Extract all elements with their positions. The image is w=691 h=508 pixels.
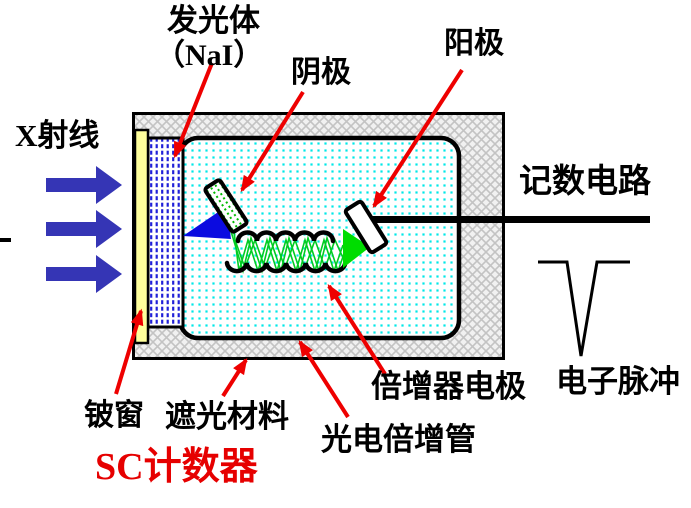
cathode-plate [203, 178, 249, 234]
multiplier-electrode-pointer [327, 283, 387, 376]
pulse-waveform [538, 260, 630, 357]
cathode-pointer [240, 90, 305, 193]
scintillator-pointer [173, 62, 214, 159]
anode-label: 阳极 [444, 27, 504, 60]
red-pointers [114, 62, 464, 419]
xray-arrow-3 [46, 255, 122, 293]
beryllium-window-pointer [114, 308, 144, 395]
beryllium-window-strip [133, 128, 150, 345]
electron-beam-triangle [343, 229, 370, 268]
beryllium-window-label: 铍窗 [84, 399, 144, 432]
photomultiplier-label: 光电倍增管 [321, 422, 476, 457]
nai-crystal-strip [146, 136, 185, 329]
xray-arrow-2 [46, 210, 122, 248]
light-shield-pointer [221, 357, 248, 398]
diagram-title-cjk: 计数器 [143, 446, 258, 488]
electron-pulse-label: 电子脉冲 [556, 364, 680, 399]
xray-label: X射线 [15, 118, 100, 153]
xray-arrow-1 [46, 166, 122, 204]
counting-circuit-label: 记数电路 [519, 162, 651, 199]
diagram-title: SC计数器 [95, 446, 258, 488]
light-shield-label: 遮光材料 [165, 399, 289, 434]
cathode-label: 阴极 [291, 56, 351, 89]
photomultiplier-pointer [298, 339, 350, 419]
scintillator-label: 发光体 [167, 3, 260, 38]
dynode-arcs-bottom [224, 260, 348, 274]
anode-plate [343, 199, 389, 255]
edge-tick [0, 238, 11, 242]
dynode-arcs-top [235, 230, 336, 244]
anode-pointer [372, 68, 464, 209]
diagram-title-latin: SC [95, 446, 144, 488]
scintillator-material-label: （NaI） [155, 39, 264, 72]
xray-label-prefix: X [15, 118, 38, 153]
xray-label-suffix: 射线 [37, 118, 100, 153]
multiplier-electrode-label: 倍增器电极 [371, 369, 526, 404]
xray-arrows [46, 166, 122, 293]
